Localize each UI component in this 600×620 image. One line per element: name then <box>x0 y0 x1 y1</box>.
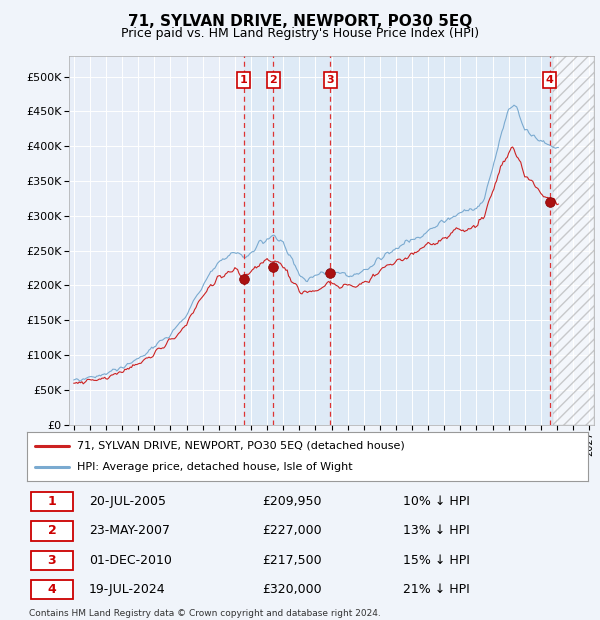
Text: 2: 2 <box>47 525 56 538</box>
Text: 21% ↓ HPI: 21% ↓ HPI <box>403 583 470 596</box>
Text: Price paid vs. HM Land Registry's House Price Index (HPI): Price paid vs. HM Land Registry's House … <box>121 27 479 40</box>
Text: 15% ↓ HPI: 15% ↓ HPI <box>403 554 470 567</box>
Text: 01-DEC-2010: 01-DEC-2010 <box>89 554 172 567</box>
Bar <box>553 56 594 425</box>
Text: HPI: Average price, detached house, Isle of Wight: HPI: Average price, detached house, Isle… <box>77 462 353 472</box>
Text: 4: 4 <box>546 75 554 85</box>
Text: 23-MAY-2007: 23-MAY-2007 <box>89 525 170 538</box>
Text: £320,000: £320,000 <box>263 583 322 596</box>
Text: 10% ↓ HPI: 10% ↓ HPI <box>403 495 470 508</box>
Text: 1: 1 <box>240 75 248 85</box>
Text: 19-JUL-2024: 19-JUL-2024 <box>89 583 166 596</box>
Text: 1: 1 <box>47 495 56 508</box>
Bar <box>553 56 594 425</box>
Text: 3: 3 <box>47 554 56 567</box>
Bar <box>244 56 553 425</box>
Text: 20-JUL-2005: 20-JUL-2005 <box>89 495 166 508</box>
FancyBboxPatch shape <box>31 580 73 600</box>
FancyBboxPatch shape <box>31 492 73 511</box>
Text: Contains HM Land Registry data © Crown copyright and database right 2024.
This d: Contains HM Land Registry data © Crown c… <box>29 609 380 620</box>
FancyBboxPatch shape <box>31 521 73 541</box>
Text: £227,000: £227,000 <box>263 525 322 538</box>
Text: £209,950: £209,950 <box>263 495 322 508</box>
Text: 71, SYLVAN DRIVE, NEWPORT, PO30 5EQ: 71, SYLVAN DRIVE, NEWPORT, PO30 5EQ <box>128 14 472 29</box>
Text: 4: 4 <box>47 583 56 596</box>
Text: 13% ↓ HPI: 13% ↓ HPI <box>403 525 470 538</box>
Text: £217,500: £217,500 <box>263 554 322 567</box>
Text: 71, SYLVAN DRIVE, NEWPORT, PO30 5EQ (detached house): 71, SYLVAN DRIVE, NEWPORT, PO30 5EQ (det… <box>77 441 405 451</box>
Text: 3: 3 <box>326 75 334 85</box>
FancyBboxPatch shape <box>31 551 73 570</box>
Text: 2: 2 <box>269 75 277 85</box>
